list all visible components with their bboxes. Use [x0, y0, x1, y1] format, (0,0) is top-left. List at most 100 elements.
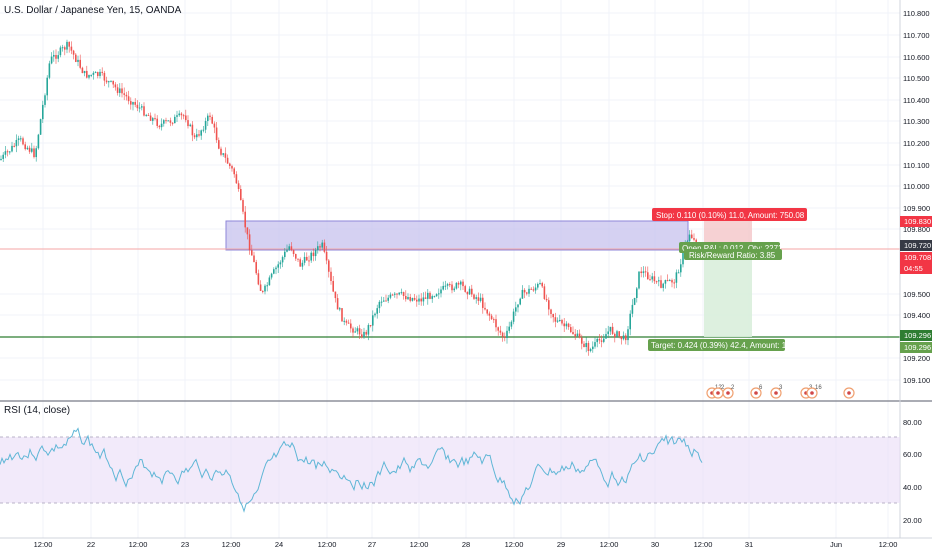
- candle-body: [31, 148, 33, 152]
- price-tag-box: [900, 330, 932, 341]
- candle-body: [246, 227, 249, 235]
- candle-body: [215, 127, 218, 141]
- candle-body: [66, 41, 68, 50]
- candle-body: [101, 71, 103, 73]
- candle-body: [653, 276, 656, 282]
- candle-body: [251, 250, 253, 256]
- candle-body: [394, 293, 396, 295]
- event-dot-icon: [726, 391, 730, 395]
- candle-body: [240, 189, 242, 201]
- candle-body: [598, 338, 601, 341]
- candle-body: [376, 308, 378, 314]
- candle-body: [103, 72, 106, 81]
- candle-body: [39, 119, 42, 135]
- candle-body: [86, 70, 88, 78]
- rsi-band: [0, 437, 900, 503]
- time-tick-label: 24: [275, 540, 283, 549]
- candle-body: [229, 163, 231, 167]
- rsi-axis[interactable]: 80.00 60.00 40.00 20.00: [903, 418, 922, 525]
- candle-body: [136, 104, 139, 109]
- candle-body: [627, 329, 629, 341]
- candle-body: [638, 271, 640, 289]
- event-dot-icon: [847, 391, 851, 395]
- candle-body: [288, 246, 290, 250]
- candle-body: [372, 315, 374, 326]
- candle-body: [479, 297, 482, 301]
- price-tick-label: 109.900: [903, 204, 930, 213]
- candle-body: [9, 151, 11, 153]
- economic-events-row[interactable]: 122263316: [706, 385, 855, 399]
- candle-body: [220, 148, 222, 155]
- candle-body: [105, 80, 108, 83]
- candle-body: [68, 41, 70, 47]
- candle-body: [312, 252, 315, 257]
- candle-body: [647, 272, 649, 280]
- candle-body: [356, 328, 359, 332]
- candle-body: [130, 101, 132, 105]
- price-tick-label: 110.100: [903, 161, 930, 170]
- candle-body: [28, 147, 31, 152]
- candle-body: [253, 255, 255, 263]
- candle-body: [526, 292, 528, 294]
- candle-body: [413, 297, 416, 300]
- candle-body: [574, 334, 576, 337]
- time-tick-label: 28: [462, 540, 470, 549]
- candle-body: [266, 285, 268, 287]
- symbol-title[interactable]: U.S. Dollar / Japanese Yen, 15, OANDA: [4, 5, 182, 16]
- rsi-title[interactable]: RSI (14, close): [4, 405, 71, 416]
- time-axis[interactable]: 12:00 22 12:00 23 12:00 24 12:00 27 12:00 28 12:00…: [34, 540, 898, 549]
- candle-body: [202, 129, 205, 131]
- price-tick-label: 109.500: [903, 290, 930, 299]
- candle-body: [565, 323, 568, 327]
- candle-body: [83, 70, 86, 74]
- candle-body: [237, 183, 240, 190]
- candle-body: [633, 297, 636, 305]
- event-count-label: 2: [731, 385, 735, 391]
- candle-body: [365, 331, 367, 335]
- candle-body: [325, 251, 328, 261]
- price-tick-label: 110.800: [903, 9, 930, 18]
- candle-body: [534, 287, 537, 291]
- time-tick-label: 12:00: [505, 540, 524, 549]
- candle-body: [380, 301, 383, 303]
- supply-zone-rectangle[interactable]: [225, 220, 689, 251]
- candle-body: [339, 308, 341, 310]
- candle-body: [389, 294, 392, 298]
- candle-body: [110, 80, 112, 82]
- candle-body: [292, 250, 295, 255]
- price-axis[interactable]: 110.800 110.700 110.600 110.500 110.400 110.3…: [903, 9, 930, 385]
- event-dot-icon: [754, 391, 758, 395]
- price-tick-label: 110.300: [903, 117, 930, 126]
- candle-body: [671, 280, 673, 283]
- candle-body: [649, 279, 651, 281]
- candle-body: [61, 47, 64, 49]
- time-tick-label: 31: [745, 540, 753, 549]
- candle-body: [532, 289, 535, 291]
- candle-body: [583, 343, 585, 348]
- candle-body: [374, 313, 376, 316]
- candle-body: [268, 277, 271, 286]
- candle-body: [187, 120, 189, 127]
- candle-body: [554, 317, 557, 322]
- candle-body: [664, 280, 667, 284]
- price-tag-box: [900, 240, 932, 251]
- time-tick-label: 12:00: [600, 540, 619, 549]
- position-target-zone[interactable]: [704, 257, 752, 337]
- candle-body: [119, 88, 121, 93]
- candle-body: [147, 114, 150, 116]
- candle-body: [552, 313, 554, 318]
- time-tick-label: 12:00: [129, 540, 148, 549]
- candle-body: [59, 47, 62, 56]
- candle-body: [182, 115, 185, 117]
- time-tick-label: 12:00: [694, 540, 713, 549]
- candle-body: [508, 326, 510, 331]
- price-tick-label: 109.400: [903, 311, 930, 320]
- candle-body: [367, 325, 370, 335]
- candle-body: [435, 294, 438, 297]
- candle-body: [330, 271, 332, 281]
- candle-body: [556, 320, 559, 322]
- candle-body: [286, 249, 288, 252]
- price-tick-label: 110.000: [903, 182, 930, 191]
